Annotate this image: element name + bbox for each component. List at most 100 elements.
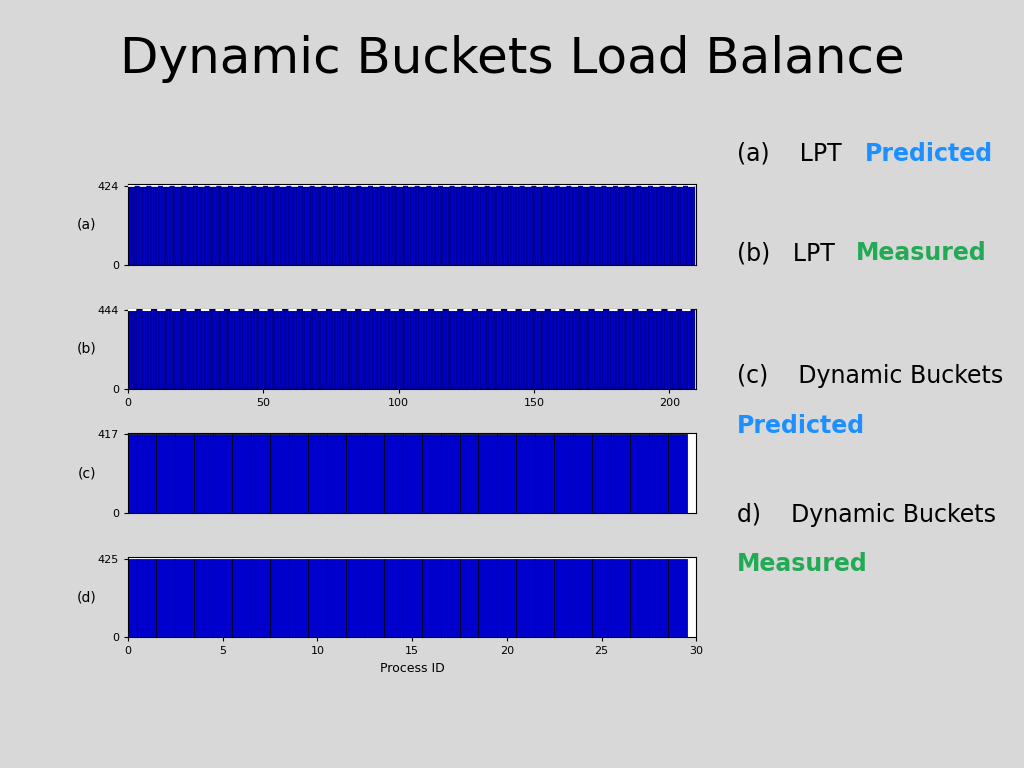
Bar xyxy=(173,310,175,389)
Bar xyxy=(270,186,272,264)
Bar xyxy=(603,310,605,389)
Bar xyxy=(368,310,371,389)
Bar xyxy=(224,310,226,389)
Bar xyxy=(195,310,197,389)
Bar xyxy=(188,310,191,389)
Bar xyxy=(195,186,197,264)
Bar xyxy=(605,310,608,389)
Bar xyxy=(460,186,462,264)
Bar xyxy=(167,186,170,264)
Bar xyxy=(628,310,630,389)
Bar xyxy=(587,186,590,264)
Bar xyxy=(649,186,651,264)
Bar xyxy=(570,186,573,264)
Bar xyxy=(460,435,478,513)
Bar xyxy=(522,310,524,389)
Bar xyxy=(541,186,544,264)
Bar xyxy=(575,310,579,389)
Bar xyxy=(449,310,452,389)
Bar xyxy=(689,310,692,389)
Bar xyxy=(457,186,460,264)
Bar xyxy=(137,559,157,637)
Bar xyxy=(183,186,186,264)
Bar xyxy=(394,310,397,389)
Bar xyxy=(616,310,620,389)
Bar xyxy=(316,186,318,264)
Bar xyxy=(213,186,216,264)
Bar xyxy=(638,186,641,264)
Bar xyxy=(234,186,238,264)
Text: (a)    LPT: (a) LPT xyxy=(737,141,850,166)
Bar xyxy=(409,310,411,389)
Bar xyxy=(508,310,511,389)
Bar xyxy=(254,310,257,389)
Bar xyxy=(289,435,308,513)
Bar xyxy=(630,559,649,637)
Bar xyxy=(416,186,419,264)
Bar xyxy=(422,435,440,513)
Bar xyxy=(573,310,575,389)
Bar xyxy=(292,186,295,264)
Bar xyxy=(587,310,590,389)
Bar xyxy=(481,186,484,264)
Bar xyxy=(175,186,178,264)
Bar xyxy=(157,310,159,389)
Bar xyxy=(478,310,481,389)
Bar xyxy=(226,186,229,264)
Bar xyxy=(692,310,695,389)
Bar xyxy=(492,310,495,389)
Bar xyxy=(348,310,351,389)
Bar xyxy=(538,186,541,264)
Bar xyxy=(643,186,646,264)
Bar xyxy=(325,310,327,389)
Bar xyxy=(338,310,340,389)
Bar xyxy=(173,186,175,264)
Bar xyxy=(246,310,249,389)
Bar xyxy=(365,186,368,264)
Bar xyxy=(536,435,554,513)
Bar xyxy=(270,559,289,637)
Bar xyxy=(570,310,573,389)
Bar xyxy=(603,186,605,264)
Bar xyxy=(549,186,552,264)
Bar xyxy=(397,186,400,264)
Bar xyxy=(411,186,414,264)
Bar xyxy=(567,310,570,389)
Bar xyxy=(270,310,272,389)
Bar xyxy=(608,310,611,389)
Bar xyxy=(506,186,508,264)
Bar xyxy=(232,186,234,264)
Bar xyxy=(536,186,538,264)
Bar xyxy=(295,186,297,264)
Bar xyxy=(419,310,422,389)
Bar xyxy=(674,310,676,389)
Bar xyxy=(402,186,406,264)
Bar xyxy=(151,310,154,389)
Bar xyxy=(516,186,519,264)
Bar xyxy=(373,310,376,389)
Bar xyxy=(630,435,649,513)
Bar xyxy=(300,310,302,389)
Bar xyxy=(476,310,478,389)
Bar xyxy=(668,435,687,513)
Bar xyxy=(414,186,416,264)
Bar xyxy=(145,310,148,389)
Bar xyxy=(527,186,529,264)
Bar xyxy=(305,310,308,389)
Bar xyxy=(354,186,356,264)
Bar xyxy=(622,186,625,264)
Bar xyxy=(338,186,340,264)
Bar xyxy=(666,310,668,389)
Bar xyxy=(229,186,232,264)
Bar xyxy=(208,310,211,389)
Bar xyxy=(234,310,238,389)
Bar xyxy=(567,186,570,264)
Bar xyxy=(498,310,500,389)
Bar xyxy=(162,310,165,389)
Bar xyxy=(213,310,216,389)
Bar xyxy=(221,186,224,264)
Bar xyxy=(646,310,649,389)
Bar xyxy=(503,186,506,264)
Bar xyxy=(422,310,424,389)
Bar xyxy=(414,310,416,389)
